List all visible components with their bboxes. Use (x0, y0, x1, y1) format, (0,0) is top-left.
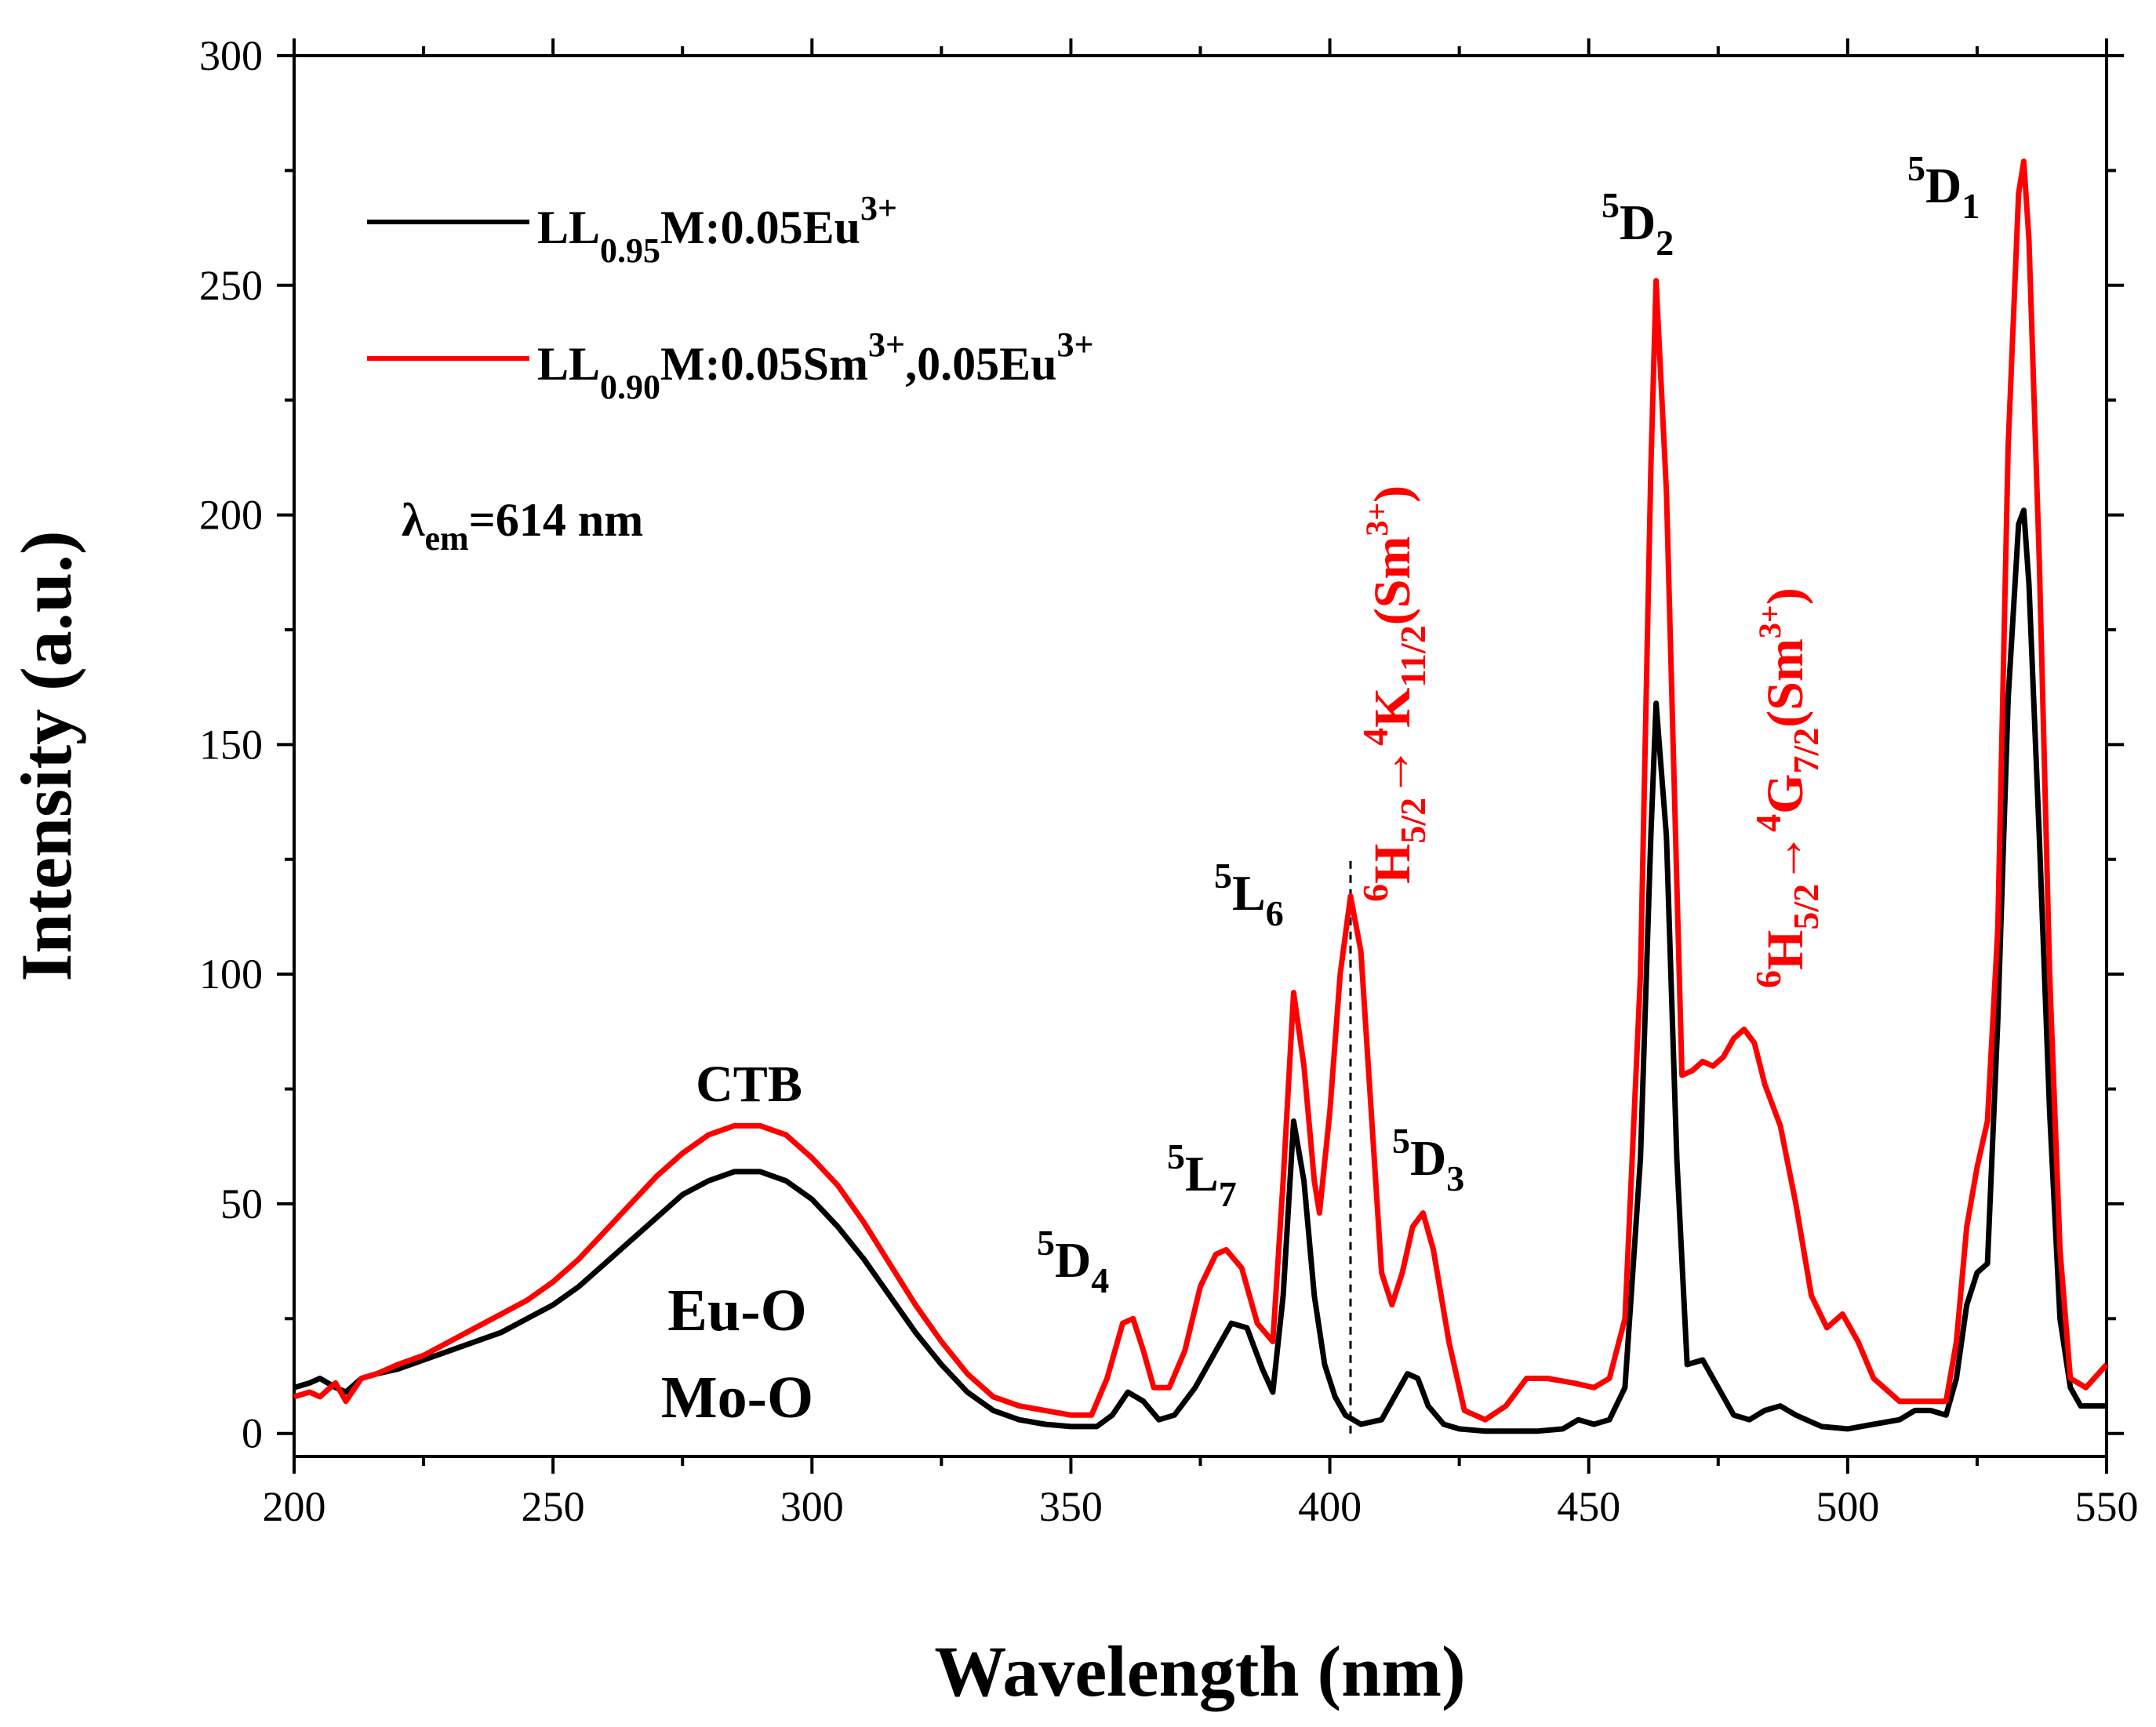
x-tick-label: 350 (1039, 1483, 1103, 1530)
x-tick-label: 550 (2075, 1483, 2139, 1530)
label-5d2: 5D2 (1602, 185, 1674, 263)
axis-ticks: 200 250 300 350 400 450 500 550 0 50 100 150 200 250 3… (199, 32, 2139, 1530)
label-5l7: 5L7 (1167, 1136, 1237, 1214)
series-line-eu (293, 507, 2107, 1434)
legend-label-red: LL0.90M:0.05Sm3+,0.05Eu3+ (537, 325, 1094, 406)
series-line-sm-eu (293, 158, 2109, 1423)
series-group (293, 158, 2109, 1434)
y-tick-label: 100 (199, 951, 263, 998)
y-tick-label: 200 (199, 492, 263, 539)
label-sm-g7-2: 6H5/2→4G7/2(Sm3+) (1748, 587, 1826, 988)
x-tick-label: 300 (780, 1483, 844, 1530)
label-5d3: 5D3 (1392, 1121, 1464, 1198)
ctb-label: CTB (696, 1056, 802, 1113)
plot-frame (293, 54, 2108, 1458)
x-axis-title: Wavelength (nm) (934, 1631, 1465, 1711)
label-5l6: 5L6 (1214, 856, 1284, 933)
x-tick-label: 200 (263, 1483, 326, 1530)
x-tick-label: 250 (522, 1483, 585, 1530)
x-tick-label: 450 (1557, 1483, 1620, 1530)
mo-o-label: Mo-O (661, 1365, 813, 1431)
y-tick-label: 250 (199, 262, 263, 309)
label-sm-k11-2: 6H5/2→4K11/2(Sm3+) (1355, 485, 1433, 902)
x-tick-label: 400 (1298, 1483, 1362, 1530)
y-axis-title: Intensity (a.u.) (6, 530, 86, 981)
excitation-note: λem=614 nm (402, 494, 643, 558)
y-tick-label: 150 (199, 721, 263, 768)
legend-label-black: LL0.95M:0.05Eu3+ (537, 189, 897, 270)
y-tick-label: 50 (220, 1180, 263, 1227)
x-tick-label: 500 (1816, 1483, 1879, 1530)
y-tick-label: 300 (199, 32, 263, 79)
label-5d1: 5D1 (1907, 148, 1980, 226)
legend: LL0.95M:0.05Eu3+ LL0.90M:0.05Sm3+,0.05Eu… (367, 189, 1094, 406)
label-5d4: 5D4 (1037, 1223, 1109, 1300)
y-tick-label: 0 (242, 1410, 263, 1457)
eu-o-label: Eu-O (667, 1278, 806, 1343)
